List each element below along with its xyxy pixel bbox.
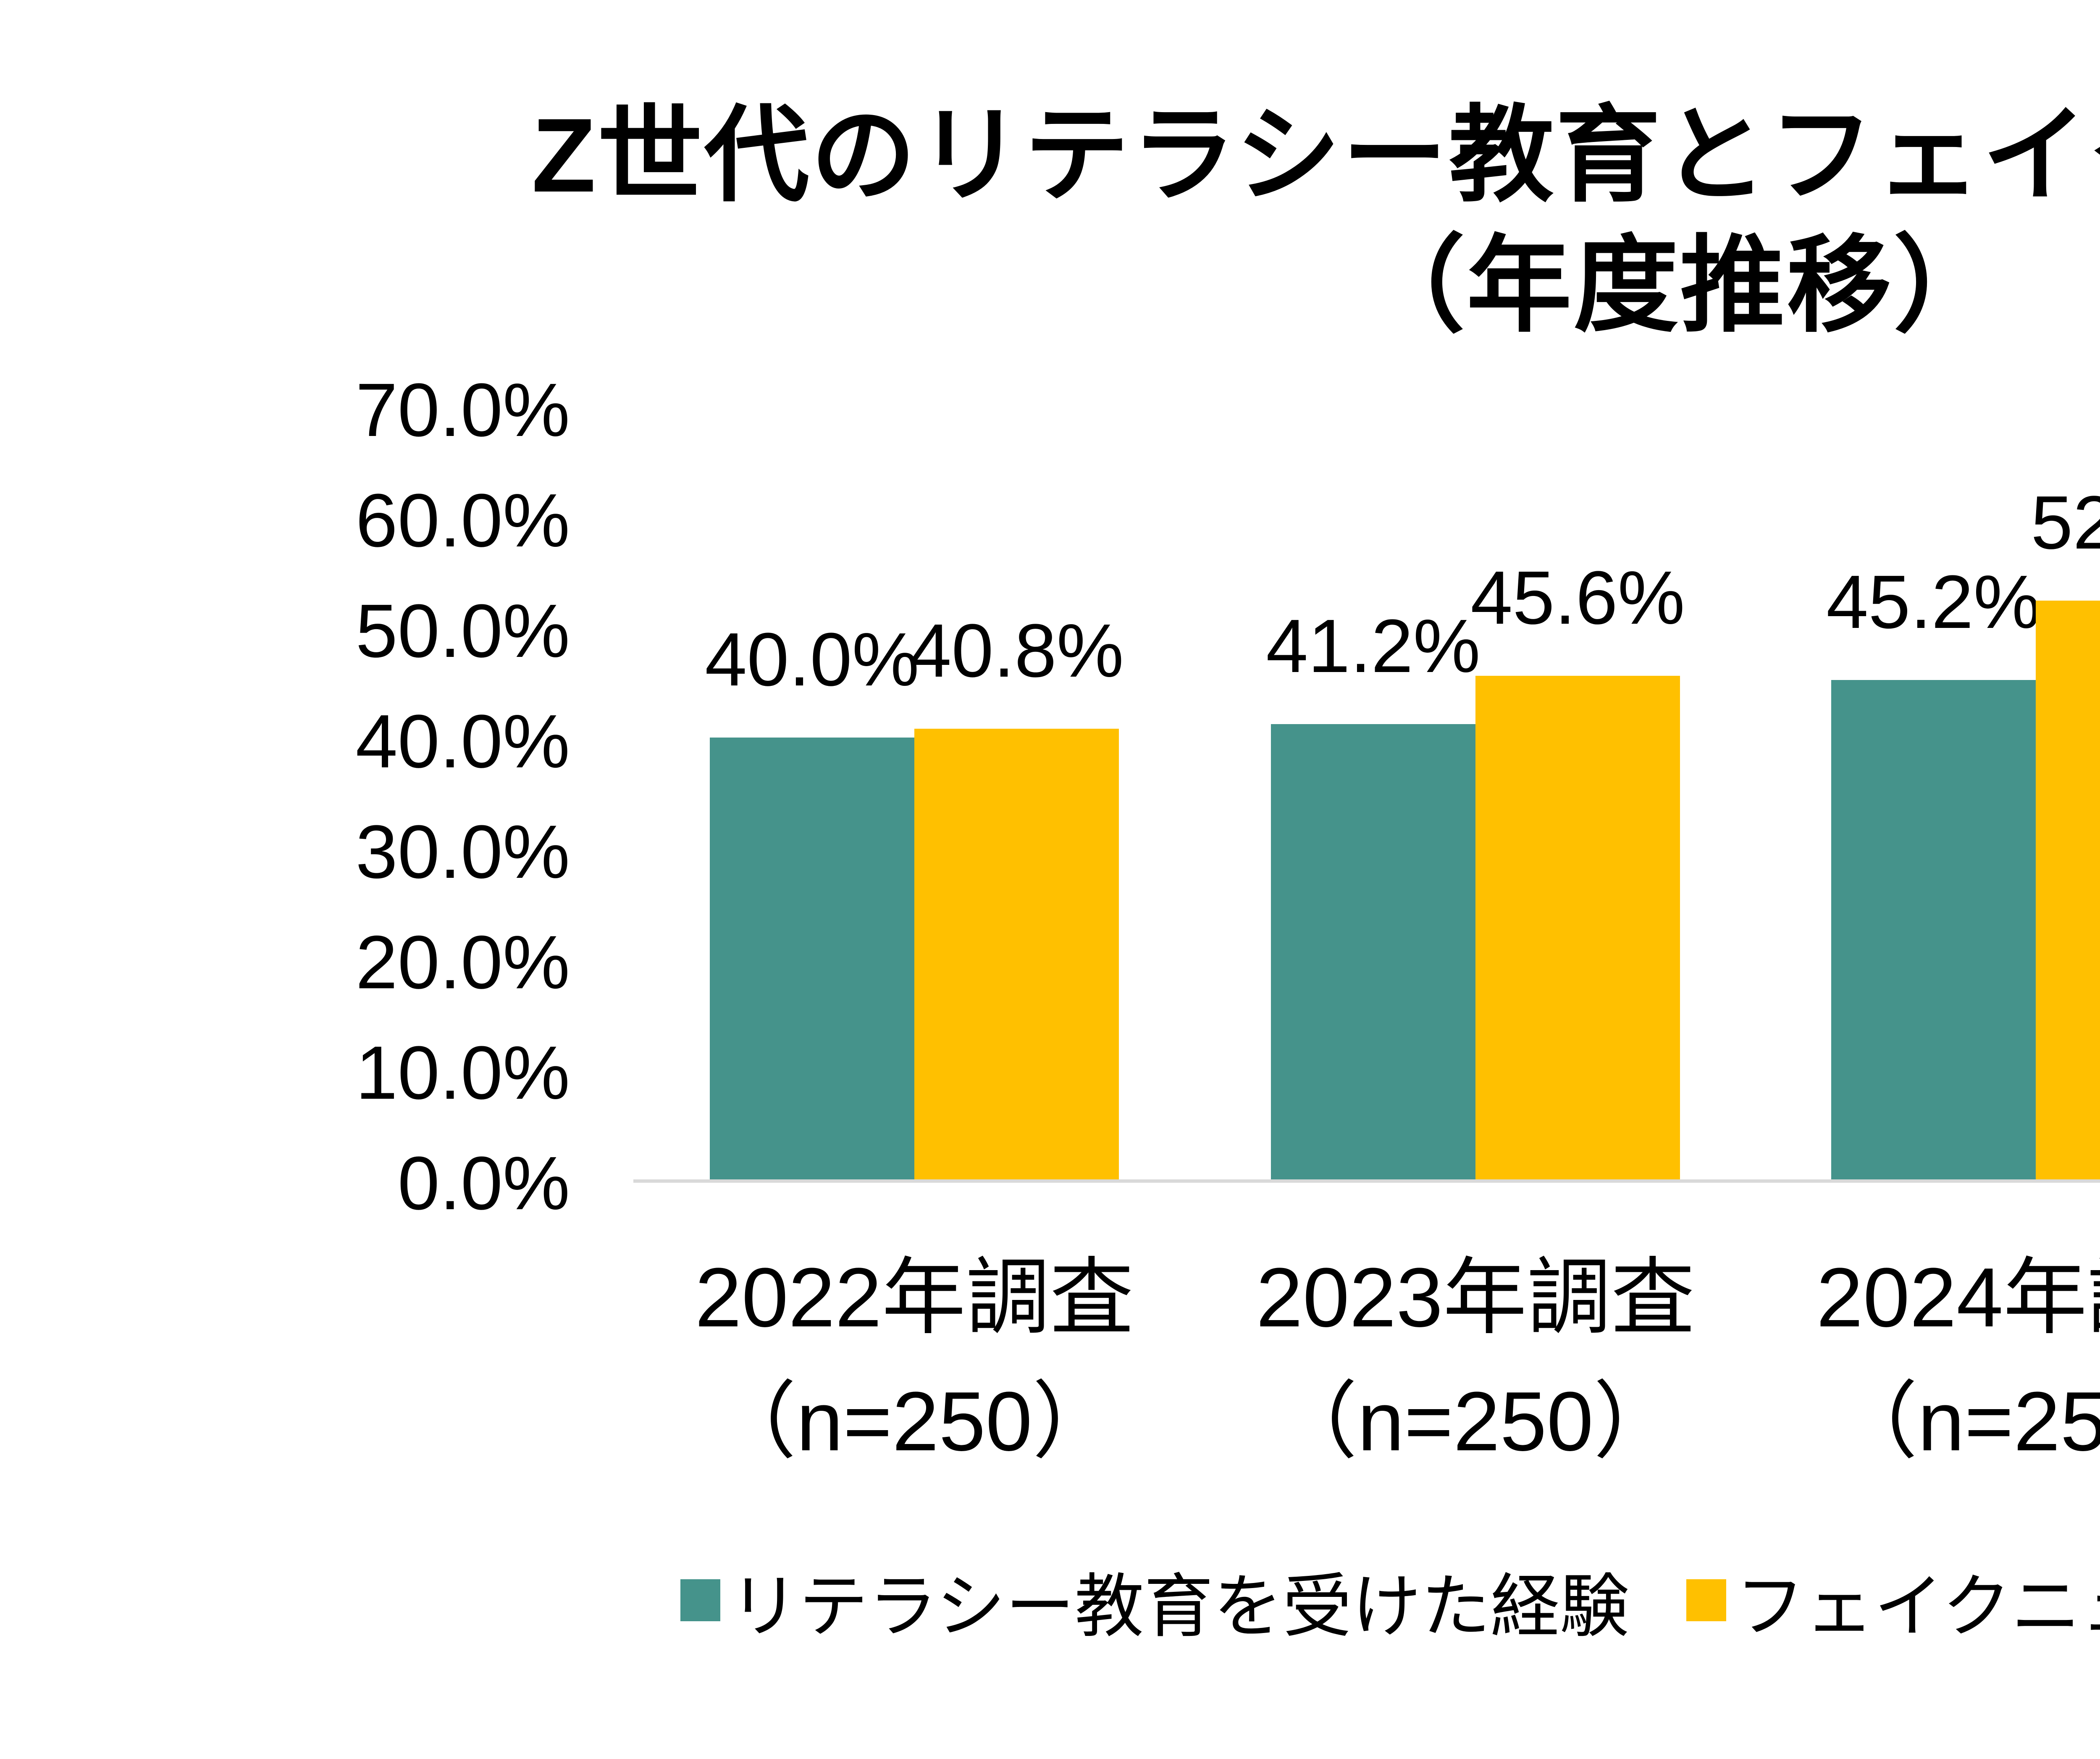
bar-series2-category3	[2036, 601, 2100, 1179]
x-category-sublabel-3: （n=250）	[1834, 1375, 2100, 1468]
legend-label-series2: フェイクニュースにだまされた経験	[1735, 1567, 2100, 1645]
chart-title-line2: （年度推移）	[1360, 227, 2000, 344]
data-label-series2-category1: 40.8%	[909, 609, 1124, 693]
y-tick-label-60: 60.0%	[355, 478, 570, 563]
data-label-series1-category3: 45.2%	[1826, 560, 2041, 644]
legend-item-series1: リテラシー教育を受けた経験	[680, 1568, 1629, 1645]
data-label-series1-category1: 40.0%	[705, 617, 919, 702]
x-category-sublabel-1: （n=250）	[712, 1375, 1116, 1468]
y-tick-label-50: 50.0%	[355, 589, 570, 673]
y-tick-label-70: 70.0%	[355, 368, 570, 452]
y-tick-label-10: 10.0%	[355, 1031, 570, 1115]
data-label-series1-category2: 41.2%	[1266, 604, 1480, 688]
bar-series2-category2	[1475, 676, 1680, 1179]
bar-series1-category3	[1831, 680, 2036, 1179]
bar-series1-category1	[710, 738, 914, 1179]
y-tick-label-20: 20.0%	[355, 920, 570, 1005]
legend-item-series2: フェイクニュースにだまされた経験	[1686, 1568, 2100, 1645]
data-label-series2-category3: 52.4%	[2031, 480, 2100, 565]
legend-swatch-series1-icon	[680, 1579, 720, 1621]
bar-series2-category1	[914, 729, 1119, 1179]
y-tick-label-40: 40.0%	[355, 699, 570, 784]
legend-label-series1: リテラシー教育を受けた経験	[730, 1567, 1629, 1645]
x-category-label-2: 2023年調査	[1256, 1251, 1695, 1344]
bar-series1-category2	[1271, 724, 1475, 1179]
legend-swatch-series2-icon	[1686, 1579, 1726, 1621]
x-axis-line	[633, 1179, 2100, 1183]
data-label-series2-category2: 45.6%	[1470, 556, 1685, 640]
chart-title: Z世代のリテラシー教育とフェイクニュース被害 （年度推移）	[0, 90, 2100, 351]
x-category-sublabel-2: （n=250）	[1273, 1375, 1677, 1468]
x-category-label-3: 2024年調査	[1816, 1251, 2100, 1344]
y-tick-label-30: 30.0%	[355, 810, 570, 894]
x-category-label-1: 2022年調査	[695, 1251, 1134, 1344]
chart-title-line1: Z世代のリテラシー教育とフェイクニュース被害	[531, 97, 2100, 214]
y-tick-label-0: 0.0%	[397, 1141, 570, 1226]
